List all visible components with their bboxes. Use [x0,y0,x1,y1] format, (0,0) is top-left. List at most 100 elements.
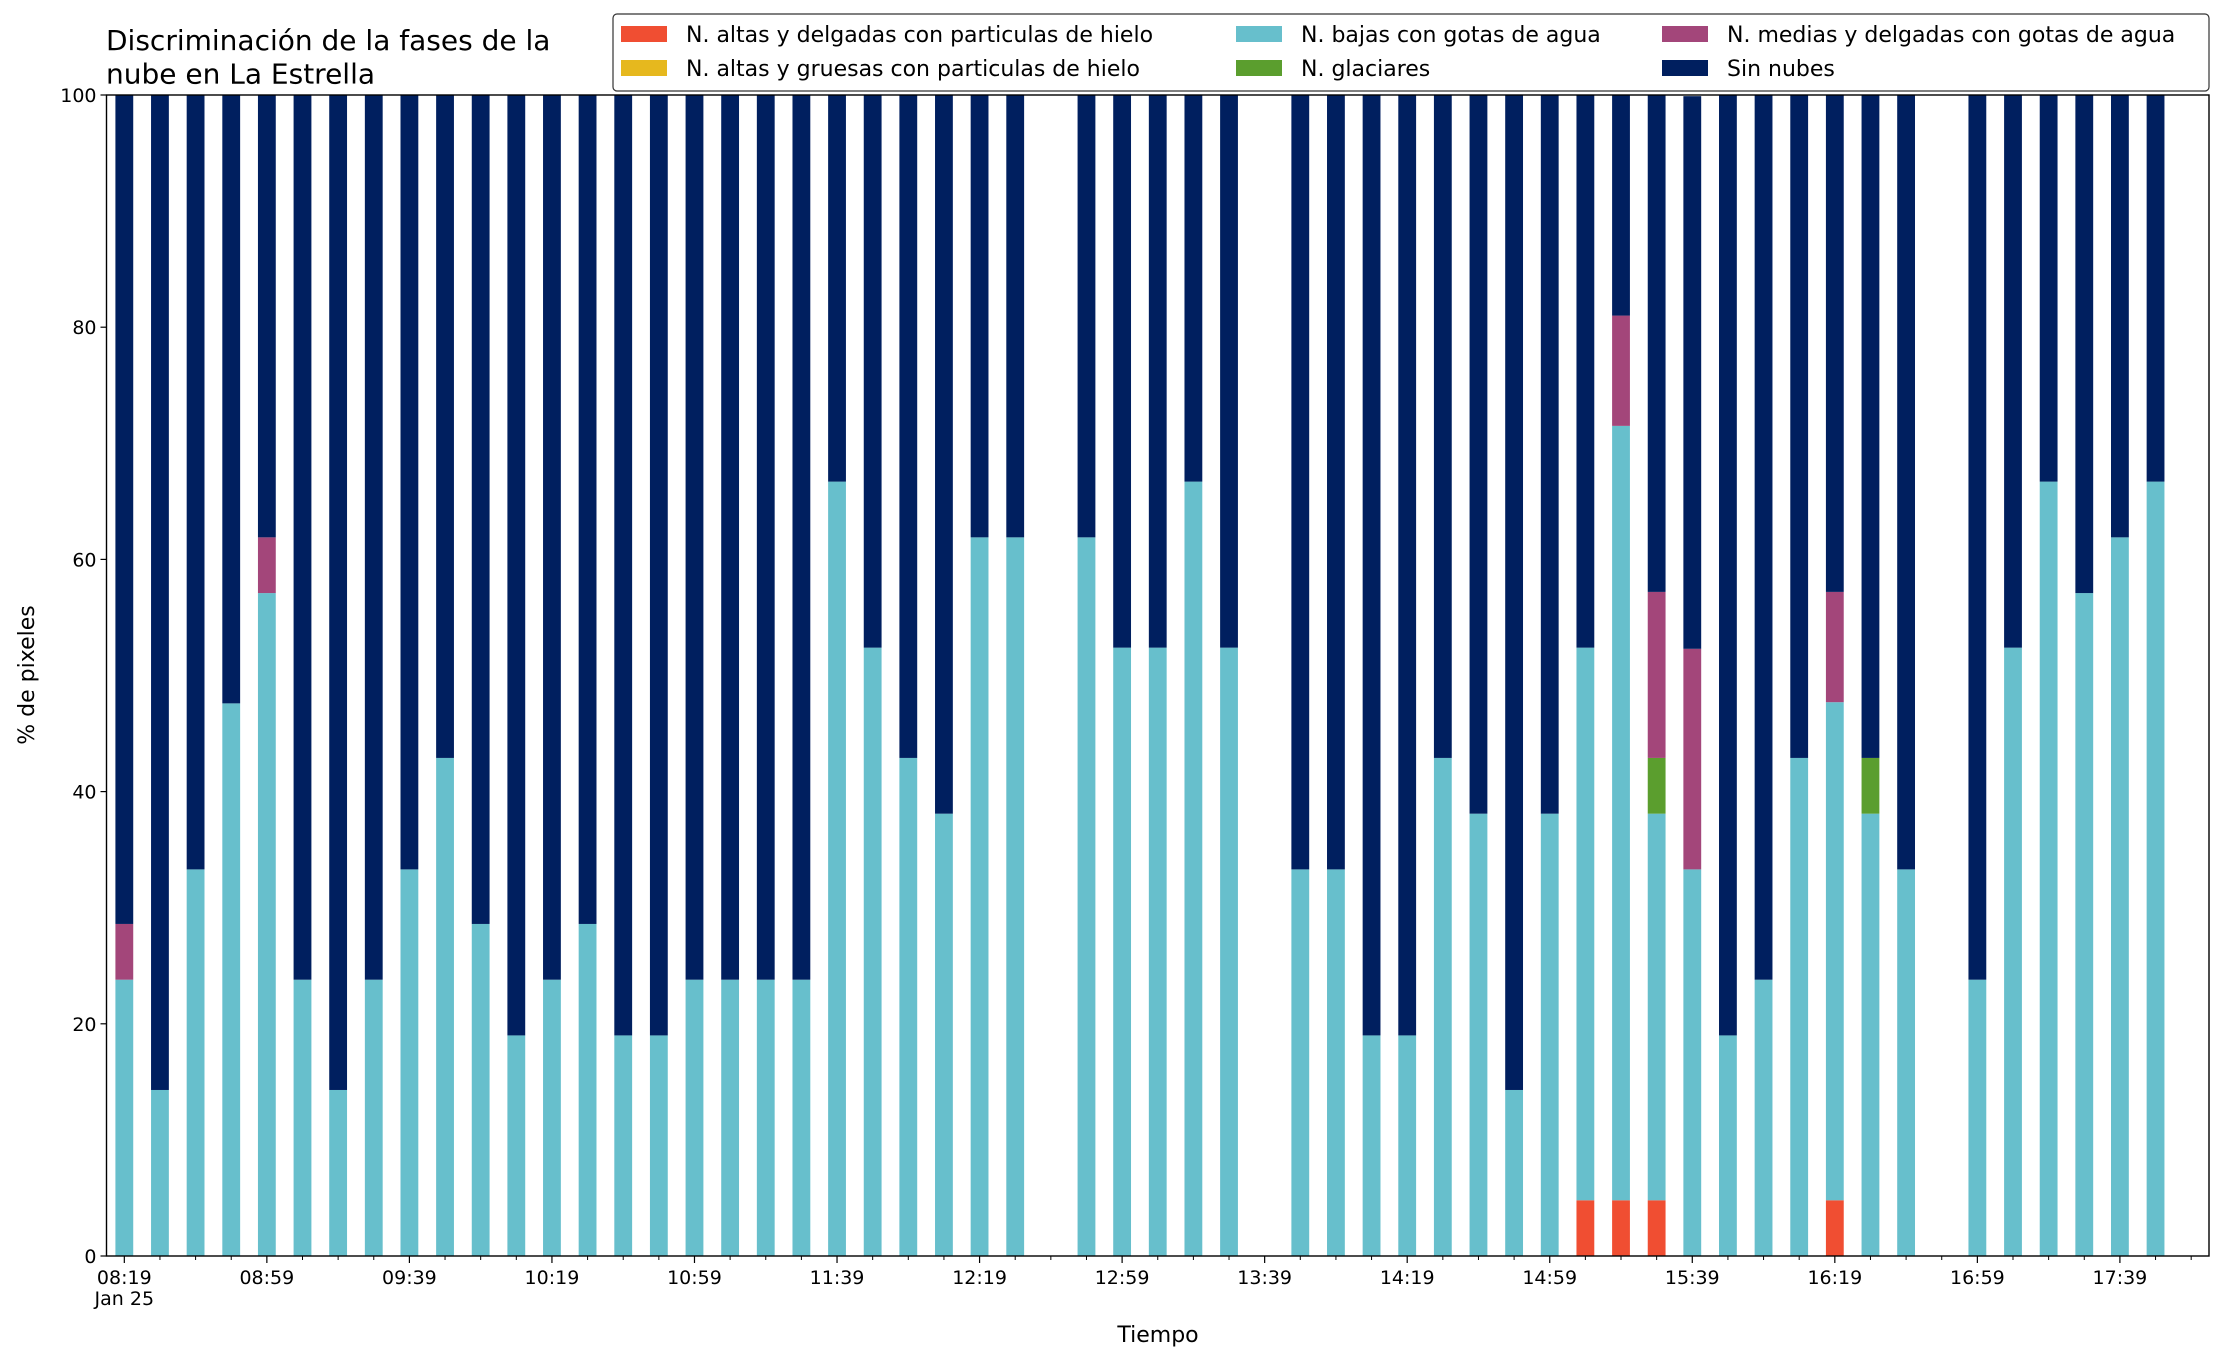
bar-segment [1968,95,1987,980]
bar-segment [1291,869,1310,1256]
bar-segment [1719,1035,1737,1256]
legend-label: N. altas y gruesas con particulas de hie… [686,57,1140,82]
legend-label: N. medias y delgadas con gotas de agua [1727,23,2175,48]
bar-segment [649,95,668,1036]
bar-segment [1612,425,1630,1201]
x-tick-label: 09:39 [382,1267,437,1289]
legend-label: N. altas y delgadas con particulas de hi… [686,23,1153,48]
bar-segment [1576,647,1595,1201]
x-tick-label: 16:59 [1950,1267,2005,1289]
bar-segment [507,1035,526,1256]
bar-segment [578,923,597,1256]
bar-segment [899,757,918,1256]
bar-segment [151,1089,169,1256]
bar-segment [1220,95,1238,648]
x-tick-label: 11:39 [810,1267,865,1289]
bar-segment [1433,95,1452,758]
x-tick-label: 17:39 [2093,1267,2148,1289]
legend-label: Sin nubes [1727,57,1835,82]
bar-segment [151,95,169,1090]
legend-swatch [1236,26,1282,42]
bar-segment [1647,591,1666,758]
bar-segment [1113,647,1132,1256]
legend-swatch [1662,26,1708,42]
x-tick-label: 08:59 [239,1267,294,1289]
y-tick-label: 40 [72,782,96,804]
bar-segment [257,593,276,1256]
bar-segment [400,95,419,870]
bar-segment [2111,95,2129,538]
bar-segment [293,95,312,980]
bar-segment [1362,95,1381,1036]
x-tick-label: 08:19 Jan 25 [94,1267,155,1310]
x-tick-label: 10:59 [667,1267,722,1289]
bar-segment [1647,95,1666,592]
bar-segment [543,979,561,1256]
bar-segment [115,979,134,1256]
bar-segment [1825,702,1844,1201]
bar-segment [543,95,561,980]
x-tick-label: 15:39 [1665,1267,1720,1289]
bar-segment [1327,95,1345,870]
bar-segment [1291,95,1310,870]
bar-segment [2146,95,2165,482]
x-tick-label: 14:19 [1380,1267,1435,1289]
bar-segment [1897,95,1916,870]
x-tick-label: 14:59 [1522,1267,1577,1289]
bar-segment [614,1035,633,1256]
bar-segment [436,95,454,758]
bar-segment [115,95,134,924]
bar-segment [1612,95,1630,316]
y-axis-label: % de pixeles [15,605,40,744]
bar-segment [1790,757,1809,1256]
bar-segment [222,95,241,704]
bar-segment [1861,95,1880,758]
bar-segment [1825,591,1844,703]
bar-segment [1825,95,1844,592]
bar-segment [1220,647,1238,1256]
bar-segment [1968,979,1987,1256]
bar-segment [1505,95,1524,1090]
legend-swatch [621,60,667,76]
bar-segment [1647,757,1666,814]
bar-segment [507,95,526,1036]
bar-segment [1006,537,1025,1256]
bar-segment [1148,95,1167,648]
bar-segment [828,481,846,1256]
bar-segment [792,95,811,980]
bar-segment [1825,1200,1844,1256]
bar-segment [935,95,953,814]
bar-segment [578,95,597,924]
bar-segment [2146,481,2165,1256]
bar-segment [1469,813,1488,1256]
bar-segment [186,95,205,870]
bar-segment [1148,647,1167,1256]
y-tick-label: 20 [72,1014,96,1036]
bar-segment [400,869,419,1256]
bar-segment [222,703,241,1256]
bar-segment [364,979,383,1256]
legend-box [612,13,2210,92]
bar-segment [115,923,134,980]
bar-segment [1719,95,1737,1036]
bar-segment [1469,95,1488,814]
bar-segment [970,95,989,538]
bar-segment [721,95,740,980]
bar-segment [436,757,454,1256]
bar-segment [2075,593,2094,1256]
bar-segment [899,95,918,758]
bar-segment [1505,1089,1524,1256]
bar-segment [186,869,205,1256]
bar-segment [1754,979,1773,1256]
bar-segment [792,979,811,1256]
legend-label: N. glaciares [1301,57,1430,82]
bar-segment [2075,95,2094,594]
bar-segment [1647,1200,1666,1256]
bar-segment [471,923,490,1256]
bar-segment [1184,481,1203,1256]
bar-segment [2039,481,2058,1256]
bar-segment [1540,813,1559,1256]
bar-segment [1897,869,1916,1256]
legend-swatch [1236,60,1282,76]
